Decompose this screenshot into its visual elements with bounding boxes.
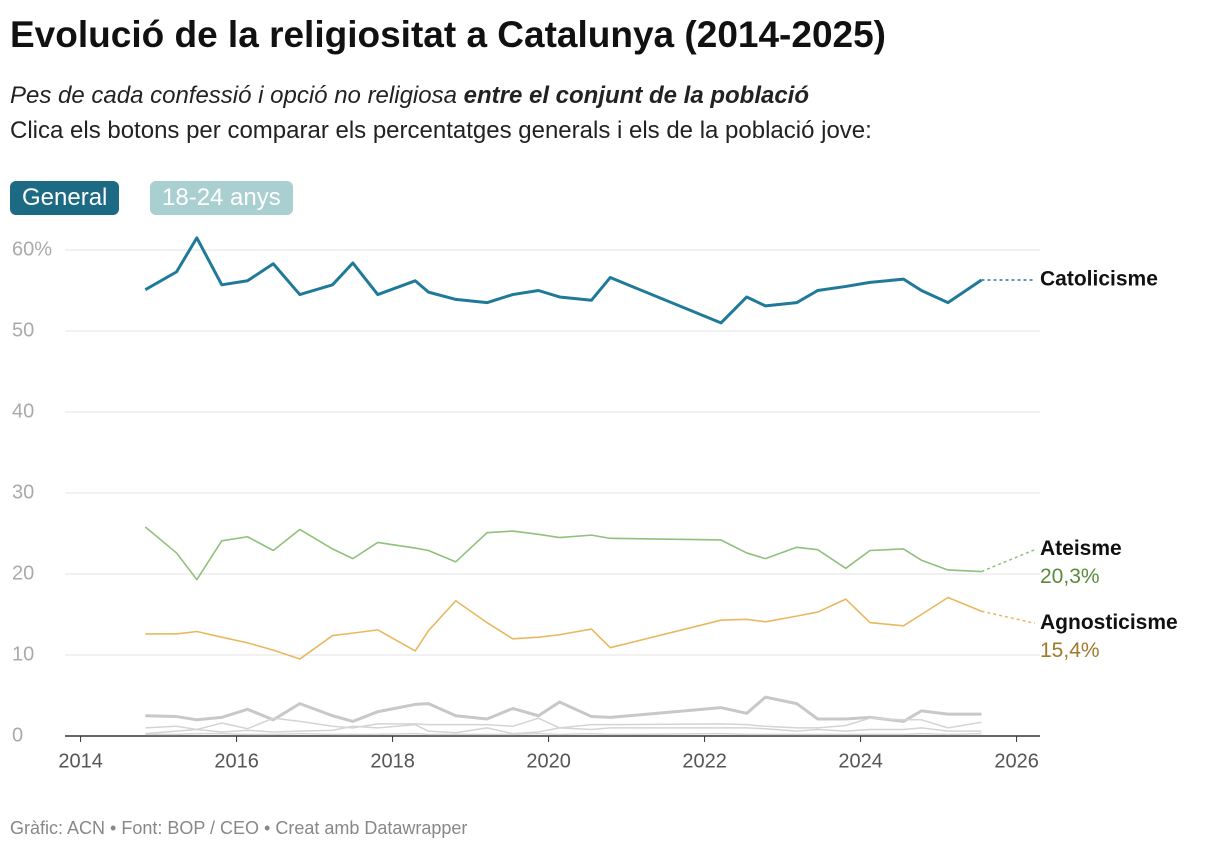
x-tick-label: 2022 xyxy=(682,750,727,772)
y-tick-label: 60% xyxy=(12,238,52,260)
x-tick-label: 2026 xyxy=(994,750,1039,772)
subtitle-text: Pes de cada confessió i opció no religio… xyxy=(10,82,457,109)
series-line xyxy=(145,717,982,731)
subtitle-emphasis: entre el conjunt de la població xyxy=(463,82,810,109)
x-tick-label: 2014 xyxy=(58,750,103,772)
series-line xyxy=(145,695,982,723)
y-tick-label: 10 xyxy=(12,643,34,665)
y-tick-label: 40 xyxy=(12,400,34,422)
series-line xyxy=(145,723,982,735)
series-label: Agnosticisme xyxy=(1040,611,1178,634)
title: Evolució de la religiositat a Catalunya … xyxy=(10,14,887,55)
y-tick-label: 50 xyxy=(12,319,34,341)
label-connector xyxy=(981,610,1036,624)
y-tick-label: 20 xyxy=(12,562,34,584)
x-tick-label: 2018 xyxy=(370,750,415,772)
value-label: 20,3% xyxy=(1040,565,1100,588)
series-label: Ateisme xyxy=(1040,537,1122,560)
button-general[interactable]: General xyxy=(10,181,120,215)
label-connector xyxy=(981,548,1036,573)
series-label: Catolicisme xyxy=(1040,268,1158,291)
button-young[interactable]: 18-24 anys xyxy=(150,181,293,215)
y-tick-label: 0 xyxy=(12,724,23,746)
value-label: 15,4% xyxy=(1040,639,1100,662)
x-tick-label: 2020 xyxy=(526,750,571,772)
source: Gràfic: ACN • Font: BOP / CEO • Creat am… xyxy=(10,818,468,838)
series-line xyxy=(145,596,982,660)
x-tick-label: 2016 xyxy=(214,750,259,772)
series-line xyxy=(145,732,982,736)
series-line xyxy=(144,526,982,581)
description: Clica els botons per comparar els percen… xyxy=(10,117,872,144)
series-line xyxy=(144,236,983,325)
y-tick-label: 30 xyxy=(12,481,34,503)
subtitle: Pes de cada confessió i opció no religio… xyxy=(10,82,809,110)
x-tick-label: 2024 xyxy=(838,750,883,772)
